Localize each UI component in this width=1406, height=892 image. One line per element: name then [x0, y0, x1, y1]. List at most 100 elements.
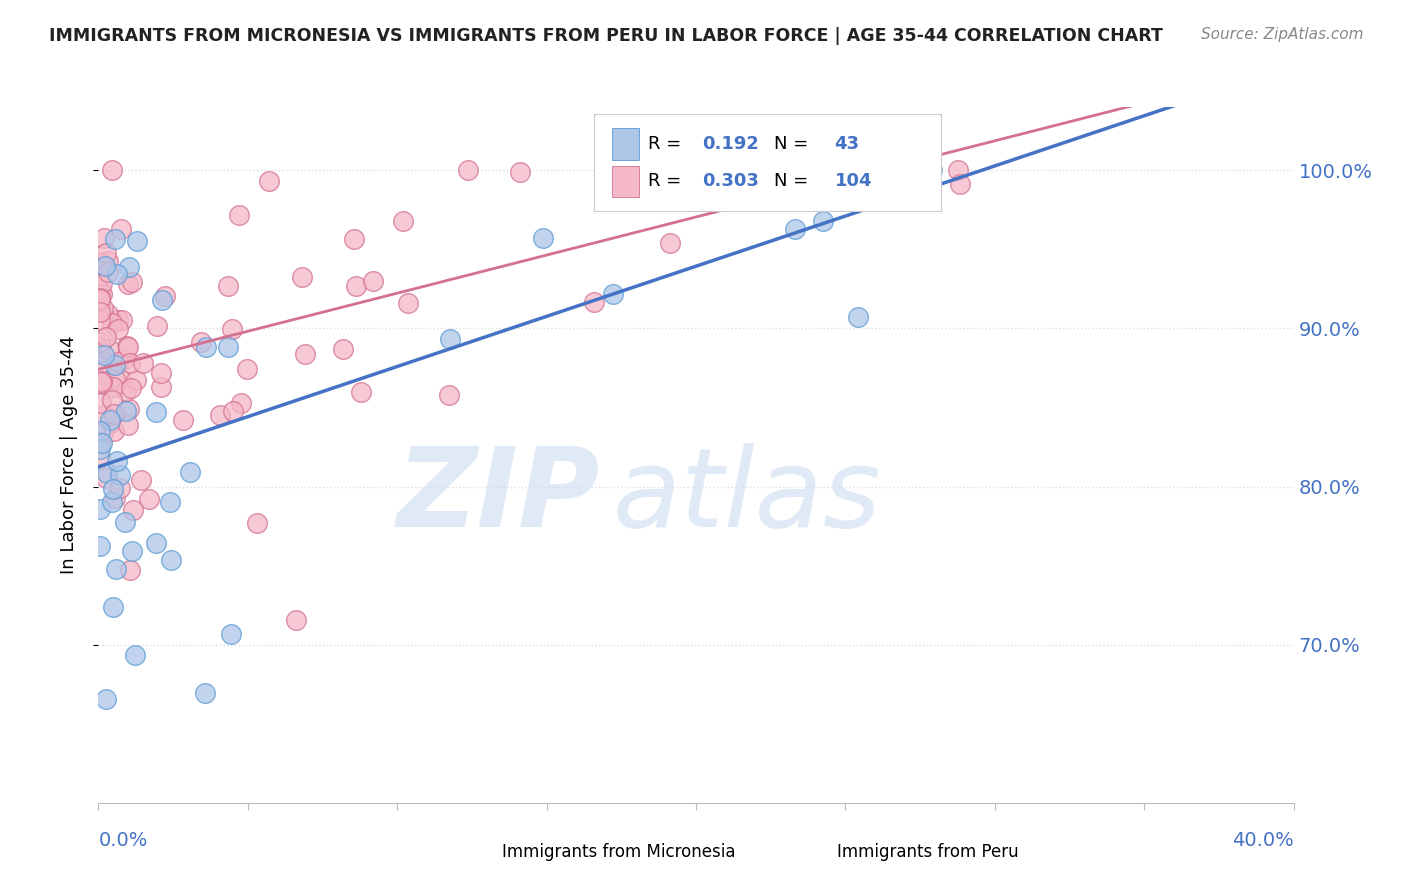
Point	[94, 330, 117, 344]
Point	[659, 236, 682, 251]
Point	[103, 482, 125, 496]
Point	[93, 348, 115, 362]
Point	[96, 471, 118, 485]
Point	[89, 283, 111, 297]
Point	[110, 222, 132, 236]
Point	[110, 468, 132, 483]
Point	[90, 341, 112, 355]
Point	[209, 409, 232, 423]
Point	[97, 253, 120, 268]
Point	[90, 345, 112, 359]
Point	[90, 356, 112, 370]
Point	[291, 270, 314, 285]
Text: Source: ZipAtlas.com: Source: ZipAtlas.com	[1201, 27, 1364, 42]
Point	[257, 174, 280, 188]
Point	[217, 279, 239, 293]
Text: 0.0%: 0.0%	[98, 830, 148, 850]
Point	[91, 425, 114, 440]
Text: ZIP: ZIP	[396, 443, 600, 550]
Point	[90, 374, 112, 388]
Point	[90, 396, 112, 410]
Point	[89, 435, 111, 450]
Point	[159, 495, 181, 509]
Point	[150, 366, 173, 380]
Point	[89, 442, 111, 456]
Point	[91, 277, 114, 291]
Point	[94, 692, 117, 706]
Point	[96, 466, 118, 480]
Point	[120, 381, 142, 395]
Point	[145, 405, 167, 419]
Point	[195, 340, 218, 354]
FancyBboxPatch shape	[792, 838, 825, 865]
Point	[103, 407, 125, 421]
Point	[118, 562, 141, 576]
Point	[111, 313, 134, 327]
Point	[91, 301, 114, 316]
Point	[89, 313, 111, 327]
Point	[101, 600, 124, 615]
Point	[437, 387, 460, 401]
Point	[107, 322, 129, 336]
Point	[117, 417, 139, 432]
Point	[89, 292, 111, 306]
Point	[332, 342, 354, 356]
Point	[907, 163, 929, 178]
Point	[457, 163, 479, 178]
Point	[284, 613, 307, 627]
Point	[152, 293, 174, 307]
Point	[803, 163, 825, 178]
Point	[90, 376, 112, 391]
Point	[872, 163, 894, 178]
Point	[640, 163, 662, 178]
Point	[149, 380, 172, 394]
Point	[627, 163, 650, 178]
Point	[97, 342, 120, 356]
Point	[105, 561, 128, 575]
Point	[98, 412, 121, 426]
Point	[761, 163, 783, 178]
Point	[153, 289, 176, 303]
Point	[146, 319, 169, 334]
Point	[531, 231, 554, 245]
Point	[118, 356, 141, 370]
Point	[125, 373, 148, 387]
Point	[89, 292, 111, 306]
Point	[948, 163, 970, 178]
Point	[104, 491, 127, 505]
Point	[246, 516, 269, 530]
Point	[707, 163, 730, 178]
Point	[103, 424, 125, 438]
Point	[89, 450, 111, 465]
Point	[294, 347, 316, 361]
Point	[101, 163, 124, 178]
Text: IMMIGRANTS FROM MICRONESIA VS IMMIGRANTS FROM PERU IN LABOR FORCE | AGE 35-44 CO: IMMIGRANTS FROM MICRONESIA VS IMMIGRANTS…	[49, 27, 1163, 45]
Point	[350, 384, 373, 399]
Point	[90, 268, 112, 283]
Point	[114, 384, 136, 399]
Point	[114, 404, 136, 418]
Text: R =: R =	[648, 172, 688, 191]
Point	[343, 232, 366, 246]
Point	[846, 310, 869, 324]
Point	[702, 178, 724, 193]
Point	[583, 294, 606, 309]
Point	[101, 495, 124, 509]
Point	[104, 358, 127, 372]
Point	[118, 401, 141, 416]
Text: 43: 43	[835, 135, 859, 153]
Point	[89, 539, 111, 553]
Point	[628, 163, 651, 178]
Point	[921, 163, 943, 178]
Text: Immigrants from Micronesia: Immigrants from Micronesia	[502, 843, 735, 861]
Point	[122, 502, 145, 516]
FancyBboxPatch shape	[613, 128, 638, 160]
Text: Immigrants from Peru: Immigrants from Peru	[837, 843, 1018, 861]
Point	[107, 312, 129, 326]
Point	[228, 208, 250, 222]
Point	[121, 276, 143, 290]
Point	[115, 339, 138, 353]
Point	[138, 491, 160, 506]
Point	[738, 190, 761, 204]
Text: R =: R =	[648, 135, 688, 153]
